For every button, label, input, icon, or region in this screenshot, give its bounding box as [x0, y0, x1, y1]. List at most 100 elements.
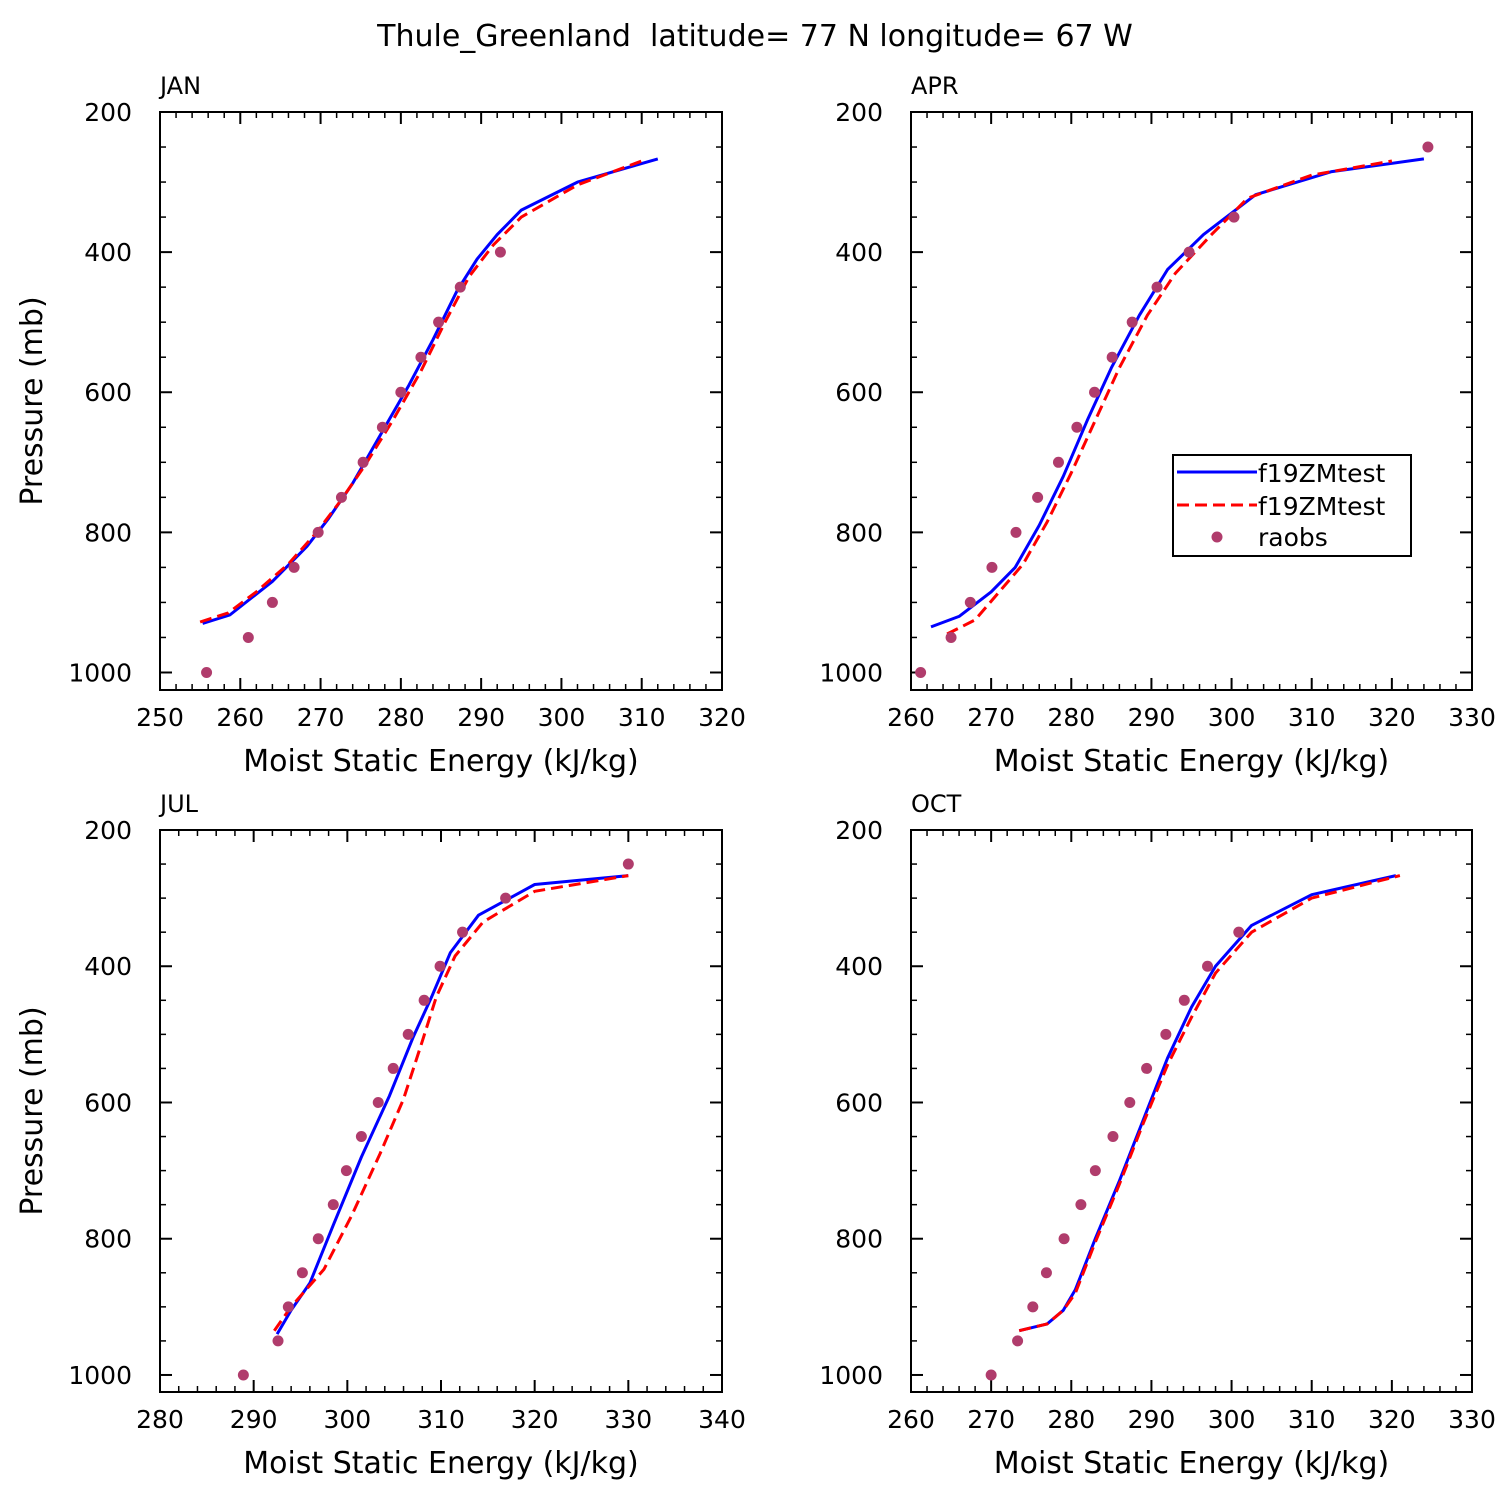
raobs-point: [1183, 246, 1195, 258]
y-tick-label: 600: [84, 378, 132, 407]
series-line-solid: [202, 157, 659, 625]
raobs-point: [1202, 960, 1214, 972]
raobs-point: [494, 246, 506, 258]
x-axis-label: Moist Static Energy (kJ/kg): [243, 1446, 639, 1481]
raobs-point: [1052, 456, 1064, 468]
y-tick-label: 400: [84, 952, 132, 981]
x-tick-label: 320: [1368, 703, 1416, 732]
raobs-point: [372, 1096, 384, 1108]
x-tick-label: 280: [1047, 1405, 1095, 1434]
y-tick-label: 800: [835, 518, 883, 547]
y-tick-label: 1000: [68, 1361, 132, 1390]
series-line-solid: [275, 874, 629, 1335]
y-tick-label: 600: [835, 378, 883, 407]
plot-frame: [159, 111, 723, 691]
series-line-dashed: [199, 159, 643, 624]
raobs-point: [622, 858, 634, 870]
x-tick-label: 310: [417, 1405, 465, 1434]
panel-apr: 260 270 280 290 300 310 320 330 200 400 600 800 1000…: [819, 72, 1495, 779]
y-tick-label: 1000: [819, 658, 883, 687]
raobs-point: [1233, 926, 1245, 938]
y-tick-label: 800: [84, 1225, 132, 1254]
y-tick-label: 400: [835, 238, 883, 267]
raobs-point: [355, 1131, 367, 1143]
raobs-point: [1141, 1062, 1153, 1074]
x-tick-label: 340: [698, 1405, 746, 1434]
x-tick-label: 280: [1047, 703, 1095, 732]
raobs-point: [266, 596, 278, 608]
x-tick-label: 330: [1448, 703, 1496, 732]
x-tick-label: 290: [1128, 1405, 1176, 1434]
raobs-point: [402, 1028, 414, 1040]
x-tick-label: 320: [1368, 1405, 1416, 1434]
raobs-point: [237, 1369, 249, 1381]
legend-label-2: f19ZMtest: [1258, 492, 1386, 521]
legend-label-1: f19ZMtest: [1258, 459, 1386, 488]
raobs-point: [288, 561, 300, 573]
raobs-point: [1178, 994, 1190, 1006]
y-tick-label: 1000: [68, 658, 132, 687]
raobs-point: [1075, 1199, 1087, 1211]
raobs-point: [242, 631, 254, 643]
raobs-point: [1012, 1335, 1024, 1347]
raobs-point: [433, 316, 445, 328]
x-tick-label: 290: [457, 703, 505, 732]
raobs-point: [1010, 526, 1022, 538]
raobs-point: [500, 892, 512, 904]
raobs-point: [454, 281, 466, 293]
x-axis-label: Moist Static Energy (kJ/kg): [243, 744, 639, 779]
x-tick-label: 310: [1288, 703, 1336, 732]
x-tick-label: 330: [604, 1405, 652, 1434]
raobs-point: [1151, 281, 1163, 293]
plot-frame: [159, 829, 723, 1393]
y-tick-label: 800: [84, 518, 132, 547]
panel-oct: 260 270 280 290 300 310 320 330 200 400 600 800 1000…: [819, 790, 1495, 1481]
raobs-point: [1228, 211, 1240, 223]
y-tick-label: 200: [835, 816, 883, 845]
y-tick-label: 600: [84, 1088, 132, 1117]
x-tick-label: 320: [511, 1405, 559, 1434]
raobs-point: [387, 1062, 399, 1074]
series-line-dashed: [1018, 874, 1401, 1333]
x-tick-label: 250: [136, 703, 184, 732]
x-tick-label: 260: [887, 703, 935, 732]
raobs-point: [415, 351, 427, 363]
figure-title: Thule_Greenland latitude= 77 N longitude…: [376, 19, 1133, 54]
x-tick-label: 260: [216, 703, 264, 732]
series-line-solid: [1018, 874, 1397, 1333]
raobs-point: [434, 960, 446, 972]
raobs-point: [1124, 1096, 1136, 1108]
x-tick-label: 270: [967, 1405, 1015, 1434]
x-tick-label: 330: [1448, 1405, 1496, 1434]
y-tick-label: 600: [835, 1088, 883, 1117]
series-line-dashed: [946, 159, 1393, 636]
series-line-dashed: [273, 874, 629, 1332]
raobs-point: [296, 1267, 308, 1279]
panel-jul: 280 290 300 310 320 330 340 200 400 600 800 1000 JUL…: [15, 790, 746, 1481]
raobs-point: [357, 456, 369, 468]
x-tick-label: 270: [967, 703, 1015, 732]
x-tick-label: 280: [136, 1405, 184, 1434]
raobs-point: [1089, 1165, 1101, 1177]
raobs-point: [986, 561, 998, 573]
raobs-point: [1058, 1233, 1070, 1245]
plot-frame: [910, 829, 1473, 1393]
y-tick-label: 200: [84, 98, 132, 127]
x-tick-label: 310: [1288, 1405, 1336, 1434]
raobs-point: [457, 926, 469, 938]
raobs-point: [1160, 1028, 1172, 1040]
panel-label-jan: JAN: [158, 72, 201, 100]
raobs-point: [1126, 316, 1138, 328]
x-tick-label: 290: [1128, 703, 1176, 732]
x-tick-label: 300: [538, 703, 586, 732]
panel-label-jul: JUL: [158, 790, 199, 818]
raobs-point: [335, 491, 347, 503]
raobs-point: [964, 596, 976, 608]
raobs-point: [201, 666, 213, 678]
x-axis-label: Moist Static Energy (kJ/kg): [994, 1446, 1390, 1481]
y-axis-label: Pressure (mb): [15, 1006, 50, 1215]
y-tick-label: 800: [835, 1225, 883, 1254]
panel-jan: 250 260 270 280 290 300 310 320 200 400 600 800 1000…: [15, 72, 746, 779]
x-tick-label: 260: [887, 1405, 935, 1434]
